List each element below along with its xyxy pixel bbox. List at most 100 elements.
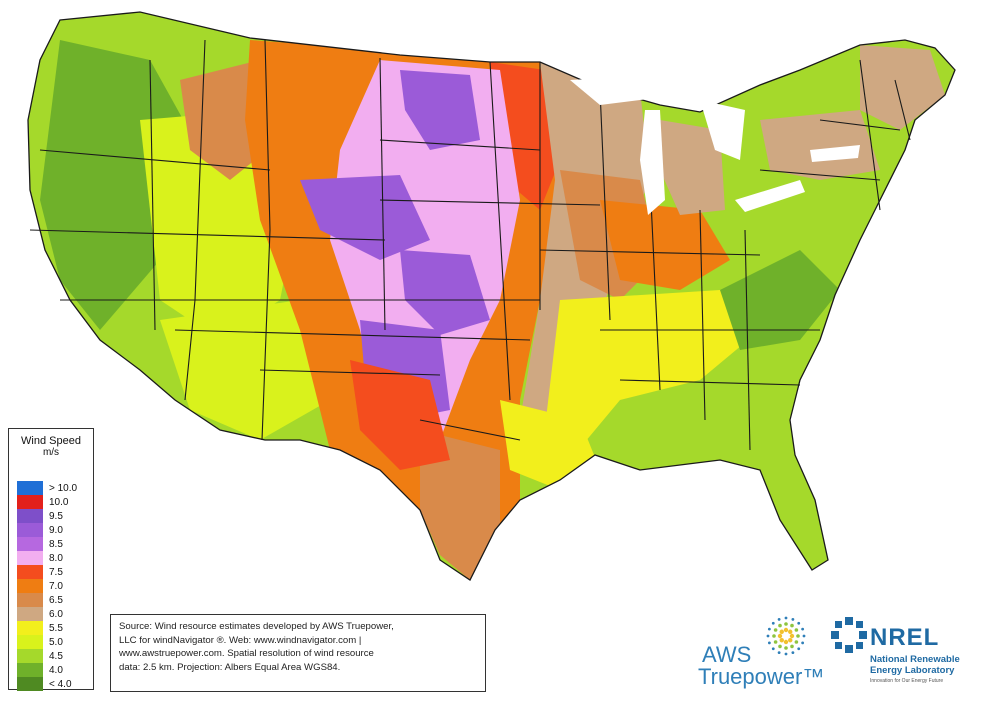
nrel-wordmark: NREL [870, 624, 940, 651]
plains-purple-central [400, 250, 490, 335]
midwest-orange-zone [600, 200, 730, 290]
legend-swatch [17, 593, 43, 607]
lake-erie [735, 180, 805, 212]
legend-row: > 10.0 [17, 481, 77, 495]
southwest-zone [160, 300, 330, 440]
legend-row: 9.5 [17, 509, 77, 523]
source-line-2: LLC for windNavigator ®. Web: www.windna… [119, 634, 362, 646]
legend-row: 8.0 [17, 551, 77, 565]
michigan-tan-zone [660, 120, 725, 215]
sun-dot [784, 646, 788, 650]
nrel-subtitle-line-1: National Renewable [870, 654, 960, 665]
legend-swatch [17, 621, 43, 635]
legend-swatch [17, 635, 43, 649]
sun-dot [767, 627, 771, 631]
sun-dot [784, 616, 788, 620]
sun-dot [767, 641, 771, 645]
sun-dot [790, 623, 794, 628]
sun-dot [783, 639, 789, 645]
nrel-logo: NREL National Renewable Energy Laborator… [830, 616, 980, 692]
sun-dot [783, 627, 789, 633]
sun-dot [773, 640, 778, 644]
nrel-emblem-icon [831, 617, 867, 653]
nrel-subtitle: National Renewable Energy Laboratory [870, 654, 960, 676]
legend-label: 7.5 [49, 566, 63, 578]
truepower-logo-text: Truepower™ [698, 664, 825, 689]
sun-dot [778, 623, 782, 628]
sun-dot [801, 641, 805, 645]
sun-dot [796, 634, 800, 638]
appalachian-zone [720, 250, 840, 350]
legend-swatch [17, 607, 43, 621]
legend-row: 9.0 [17, 523, 77, 537]
legend-swatch [17, 523, 43, 537]
sun-dot [790, 644, 794, 649]
legend-swatch [17, 537, 43, 551]
legend-label: 5.0 [49, 636, 63, 648]
sun-dot [771, 621, 775, 625]
lake-michigan [640, 110, 665, 215]
legend-label: 6.5 [49, 594, 63, 606]
texas-tan-zone [420, 430, 500, 580]
legend-label: 10.0 [49, 496, 69, 508]
sun-dot [789, 633, 795, 639]
legend-swatch [17, 551, 43, 565]
plains-purple-north [300, 175, 430, 260]
legend-label: < 4.0 [49, 678, 72, 690]
sun-dot [797, 621, 801, 625]
state-boundaries [29, 39, 911, 451]
sun-dot [766, 634, 770, 638]
legend-row: 6.0 [17, 607, 77, 621]
gulf-yellow-zone [500, 400, 600, 490]
sun-dot [777, 617, 781, 621]
sun-dot [788, 638, 793, 643]
sun-dot [779, 638, 784, 643]
sun-dots-icon [766, 616, 806, 656]
legend-row: 8.5 [17, 537, 77, 551]
aws-truepower-logo: AWS Truepower™ [694, 614, 830, 690]
legend-label: 9.5 [49, 510, 63, 522]
lake-ontario [810, 145, 860, 162]
sun-dot [794, 628, 799, 632]
legend-swatch [17, 649, 43, 663]
legend-row: 7.5 [17, 565, 77, 579]
legend-row: 5.5 [17, 621, 77, 635]
northeast-tan-zone [860, 45, 945, 130]
sun-dot [802, 634, 806, 638]
sun-dot [779, 629, 784, 634]
nrel-tagline: Innovation for Our Energy Future [870, 678, 944, 684]
texas-red-zone [350, 360, 450, 470]
legend-units: m/s [42, 447, 60, 458]
sun-dot [791, 651, 795, 655]
legend-swatch [17, 579, 43, 593]
legend-row: 4.0 [17, 663, 77, 677]
sun-dot [777, 651, 781, 655]
lake-huron [700, 100, 745, 160]
legend-row: 6.5 [17, 593, 77, 607]
sun-dot [771, 647, 775, 651]
us-coastline [27, 11, 956, 581]
legend-label: 4.5 [49, 650, 63, 662]
sun-dot [801, 627, 805, 631]
wind-speed-legend: Wind Speed m/s > 10.0 10.0 9.5 9.0 8.5 8.0 7.5… [8, 428, 94, 691]
nrel-subtitle-line-2: Energy Laboratory [870, 665, 955, 676]
sun-dot [788, 629, 793, 634]
legend-label: 8.0 [49, 552, 63, 564]
great-lakes-tan [760, 110, 880, 180]
legend-row: 10.0 [17, 495, 77, 509]
legend-label: 5.5 [49, 622, 63, 634]
legend-label: 9.0 [49, 524, 63, 536]
sun-dot [784, 622, 788, 626]
sun-dot [797, 647, 801, 651]
legend-row: 4.5 [17, 649, 77, 663]
sun-dot [773, 628, 778, 632]
sun-dot [784, 652, 788, 656]
legend-row: 7.0 [17, 579, 77, 593]
sun-dot [778, 644, 782, 649]
legend-label: 7.0 [49, 580, 63, 592]
sun-dot [772, 634, 776, 638]
legend-swatch [17, 495, 43, 509]
sun-dot [791, 617, 795, 621]
